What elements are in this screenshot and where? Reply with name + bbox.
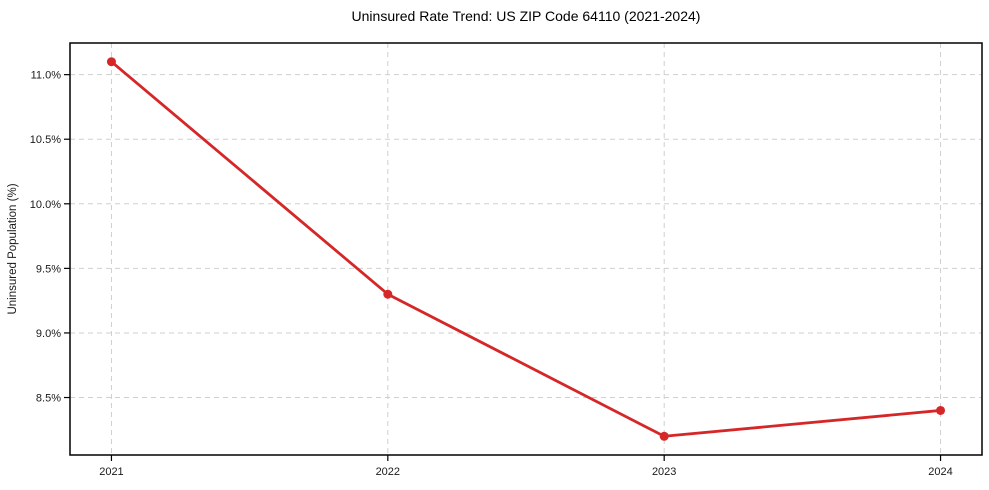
- trend-line: [110, 60, 942, 438]
- series-layer: [106, 57, 946, 441]
- x-tick-label: 2024: [928, 466, 952, 478]
- y-tick-label: 10.0%: [30, 199, 61, 211]
- data-point: [106, 57, 116, 67]
- y-axis-label: Uninsured Population (%): [7, 183, 19, 314]
- y-tick-label: 8.5%: [36, 393, 61, 405]
- y-tick-label: 11.0%: [31, 70, 62, 82]
- x-tick-label: 2021: [99, 466, 123, 478]
- grid-layer: [70, 43, 982, 455]
- y-tick-label: 9.0%: [36, 328, 61, 340]
- data-point: [936, 405, 946, 415]
- tick-layer: 8.5% 9.0% 9.5% 10.0% 10.5% 11.0% 2021 2022 2023 2…: [30, 70, 953, 478]
- data-point: [659, 431, 669, 441]
- chart-title: Uninsured Rate Trend: US ZIP Code 64110 …: [351, 8, 701, 24]
- data-point: [383, 289, 393, 299]
- y-tick-label: 10.5%: [30, 134, 61, 146]
- x-tick-label: 2022: [376, 466, 400, 478]
- y-tick-label: 9.5%: [36, 263, 61, 275]
- x-tick-label: 2023: [652, 466, 676, 478]
- plot-frame: [69, 42, 983, 456]
